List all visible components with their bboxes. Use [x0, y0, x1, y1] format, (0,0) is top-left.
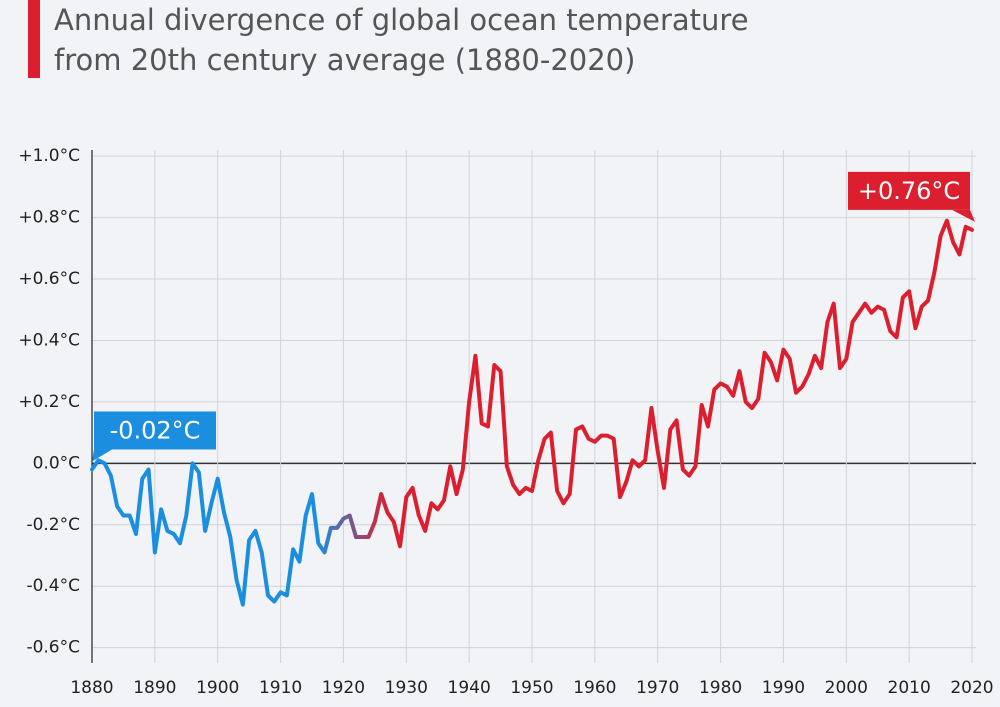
x-tick-label: 1990 [762, 678, 805, 698]
annotation-pointer [92, 449, 112, 462]
x-tick-label: 1920 [322, 678, 365, 698]
x-tick-label: 2010 [888, 678, 931, 698]
annotation-label: -0.02°C [110, 416, 201, 444]
y-tick-label: 0.0°C [33, 453, 80, 473]
annotation-label: +0.76°C [858, 177, 960, 205]
x-tick-label: 1970 [636, 678, 679, 698]
y-tick-label: +0.8°C [18, 208, 80, 228]
y-tick-label: +0.6°C [18, 269, 80, 289]
x-tick-label: 1930 [385, 678, 428, 698]
annotation-pointer [952, 209, 975, 222]
x-tick-label: 1950 [510, 678, 553, 698]
y-tick-label: +0.4°C [18, 330, 80, 350]
y-tick-label: -0.2°C [26, 515, 80, 535]
x-tick-label: 2020 [950, 678, 993, 698]
annotation-box [94, 411, 216, 450]
chart-title: Annual divergence of global ocean temper… [54, 3, 749, 37]
y-tick-label: -0.6°C [26, 638, 80, 658]
title-accent [28, 0, 40, 78]
chart-title: from 20th century average (1880-2020) [54, 43, 635, 77]
x-tick-label: 1940 [448, 678, 491, 698]
x-tick-label: 1890 [133, 678, 176, 698]
data-line [90, 218, 974, 607]
x-tick-label: 1900 [196, 678, 239, 698]
x-tick-label: 1910 [259, 678, 302, 698]
x-tick-label: 2000 [825, 678, 868, 698]
x-tick-label: 1980 [699, 678, 742, 698]
y-tick-label: -0.4°C [26, 576, 80, 596]
x-tick-label: 1880 [70, 678, 113, 698]
annotation-box [848, 171, 970, 210]
y-tick-label: +0.2°C [18, 392, 80, 412]
x-tick-label: 1960 [573, 678, 616, 698]
y-tick-label: +1.0°C [18, 146, 80, 166]
